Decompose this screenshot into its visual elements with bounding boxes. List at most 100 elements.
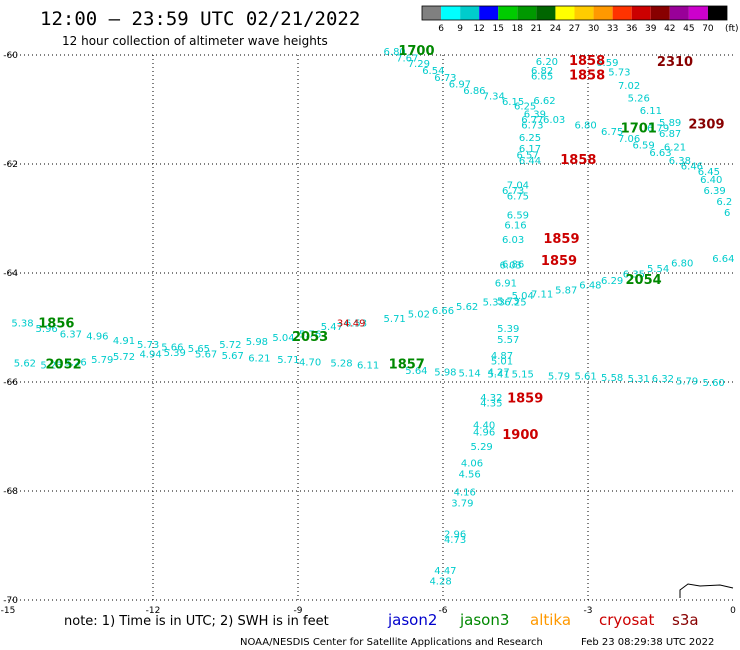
wave-height-value: 4.96 [473, 427, 495, 438]
y-tick-label: -60 [3, 51, 18, 61]
wave-height-value: 6.77 [521, 115, 543, 126]
wave-height-value: 7.06 [618, 134, 640, 145]
wave-height-value: 5.38 [11, 318, 33, 329]
wave-height-value: 5.76 [299, 329, 321, 340]
timestamp-text: Feb 23 08:29:38 UTC 2022 [581, 637, 714, 648]
x-tick-label: -6 [439, 606, 448, 616]
satellite-legend-jason3: jason3 [459, 611, 509, 629]
wave-height-value: 6.03 [502, 235, 524, 246]
wave-height-value: 6.20 [536, 57, 558, 68]
wave-height-value: 6.37 [60, 329, 82, 340]
legend-tick-label: 70 [702, 24, 714, 34]
wave-height-value: 5.62 [456, 302, 478, 313]
satellite-legend-s3a: s3a [672, 611, 699, 629]
chart-title: 12:00 – 23:59 UTC 02/21/2022 [40, 8, 360, 30]
wave-height-value: 5.33 [483, 298, 505, 309]
wave-height-value: 6.91 [495, 279, 517, 290]
wave-height-value-high: 34.49 [337, 318, 366, 329]
legend-swatch [498, 6, 518, 20]
legend-tick-label: 18 [512, 24, 524, 34]
x-tick-label: -12 [146, 606, 161, 616]
legend-tick-label: 9 [457, 24, 463, 34]
wave-height-value: 6.21 [664, 142, 686, 153]
wave-height-value: 5.57 [497, 335, 519, 346]
wave-height-value: 6.62 [533, 96, 555, 107]
wave-height-value: 6.45 [698, 167, 720, 178]
legend-tick-label: 15 [493, 24, 504, 34]
wave-height-value: 5.14 [458, 369, 480, 380]
wave-height-value: 5.26 [65, 358, 87, 369]
wave-height-value: 5.79 [548, 371, 570, 382]
axis-ticks: -15 -12 -9 -6 -3 0 -60 -62 -64 -66 -68 -70 [1, 51, 736, 616]
wave-height-value: 6.25 [514, 102, 536, 113]
wave-height-value: 6.86 [502, 260, 524, 271]
wave-height-value: 6.66 [432, 306, 454, 317]
footnote: note: 1) Time is in UTC; 2) SWH is in fe… [64, 614, 329, 629]
legend-swatch [612, 6, 632, 20]
wave-height-value: 5.15 [512, 370, 534, 381]
wave-height-value: 5.65 [188, 344, 210, 355]
legend-swatch [650, 6, 670, 20]
legend-swatch [479, 6, 499, 20]
wave-height-value: 6.54 [422, 66, 444, 77]
wave-height-value: 7.02 [618, 81, 640, 92]
wave-height-value: 6.03 [500, 261, 522, 272]
satellite-legend-jason2: jason2 [387, 611, 437, 629]
legend-tick-label: 21 [531, 24, 542, 34]
wave-height-value: 6.80 [574, 121, 596, 132]
wave-height-value: 5.47 [321, 322, 343, 333]
wave-height-value: 5.58 [601, 373, 623, 384]
wave-height-value: 4.47 [434, 566, 456, 577]
pass-time-label: 1858 [569, 69, 605, 84]
wave-height-value: 6.75 [601, 127, 623, 138]
wave-height-value: 6.97 [449, 80, 471, 91]
legend-frame [421, 5, 728, 21]
legend-tick-label: 27 [569, 24, 580, 34]
pass-time-label: 1900 [502, 428, 538, 443]
wave-height-value: 6.32 [652, 374, 674, 385]
wave-height-value: 5.72 [219, 340, 241, 351]
chart-subtitle: 12 hour collection of altimeter wave hei… [62, 34, 328, 48]
wave-height-value: 6.64 [712, 254, 734, 265]
wave-height-value: 6.11 [357, 360, 379, 371]
wave-height-value: 6.57 [516, 151, 538, 162]
wave-height-value: 5.23 [40, 360, 62, 371]
x-tick-label: 0 [730, 606, 736, 616]
pass-time-label: 1701 [621, 121, 657, 136]
legend-swatch [631, 6, 651, 20]
wave-height-value: 5.31 [628, 374, 650, 385]
wave-height-value: 6.75 [507, 191, 529, 202]
wave-height-value: 7.67 [396, 54, 418, 65]
wave-height-value: 4.73 [444, 535, 466, 546]
wave-height-value: 6.39 [704, 186, 726, 197]
pass-time-label: 1858 [569, 54, 605, 69]
wave-height-value: 6.86 [463, 86, 485, 97]
wave-height-value: 6.73 [521, 121, 543, 132]
wave-height-value: 5.67 [195, 349, 217, 360]
x-tick-label: -3 [584, 606, 593, 616]
wave-height-value: 6.29 [601, 276, 623, 287]
wave-height-value: 6.73 [502, 186, 524, 197]
satellite-legend-cryosat: cryosat [599, 611, 654, 629]
legend-swatch [669, 6, 689, 20]
wave-height-value: 5.62 [14, 359, 36, 370]
wave-height-value: 2.96 [444, 529, 466, 540]
wave-height-value: 4.87 [491, 351, 513, 362]
wave-height-value: 4.91 [113, 336, 135, 347]
legend-swatch [555, 6, 575, 20]
satellite-legend-altika: altika [530, 611, 571, 629]
wave-height-value: 4.35 [480, 399, 502, 410]
wave-height-value: 5.01 [491, 357, 513, 368]
grid-lines [8, 54, 733, 601]
legend-tick-label: 33 [607, 24, 618, 34]
legend-swatch [460, 6, 480, 20]
wave-height-value: 6.59 [632, 141, 654, 152]
wave-height-value: 6.59 [596, 58, 618, 69]
wave-height-value: 5.39 [497, 324, 519, 335]
wave-height-value: 4.28 [429, 577, 451, 588]
wave-height-value: 6.25 [519, 133, 541, 144]
y-tick-label: -68 [3, 487, 18, 497]
wave-height-value: 5.71 [277, 355, 299, 366]
wave-height-value: 5.04 [512, 291, 534, 302]
